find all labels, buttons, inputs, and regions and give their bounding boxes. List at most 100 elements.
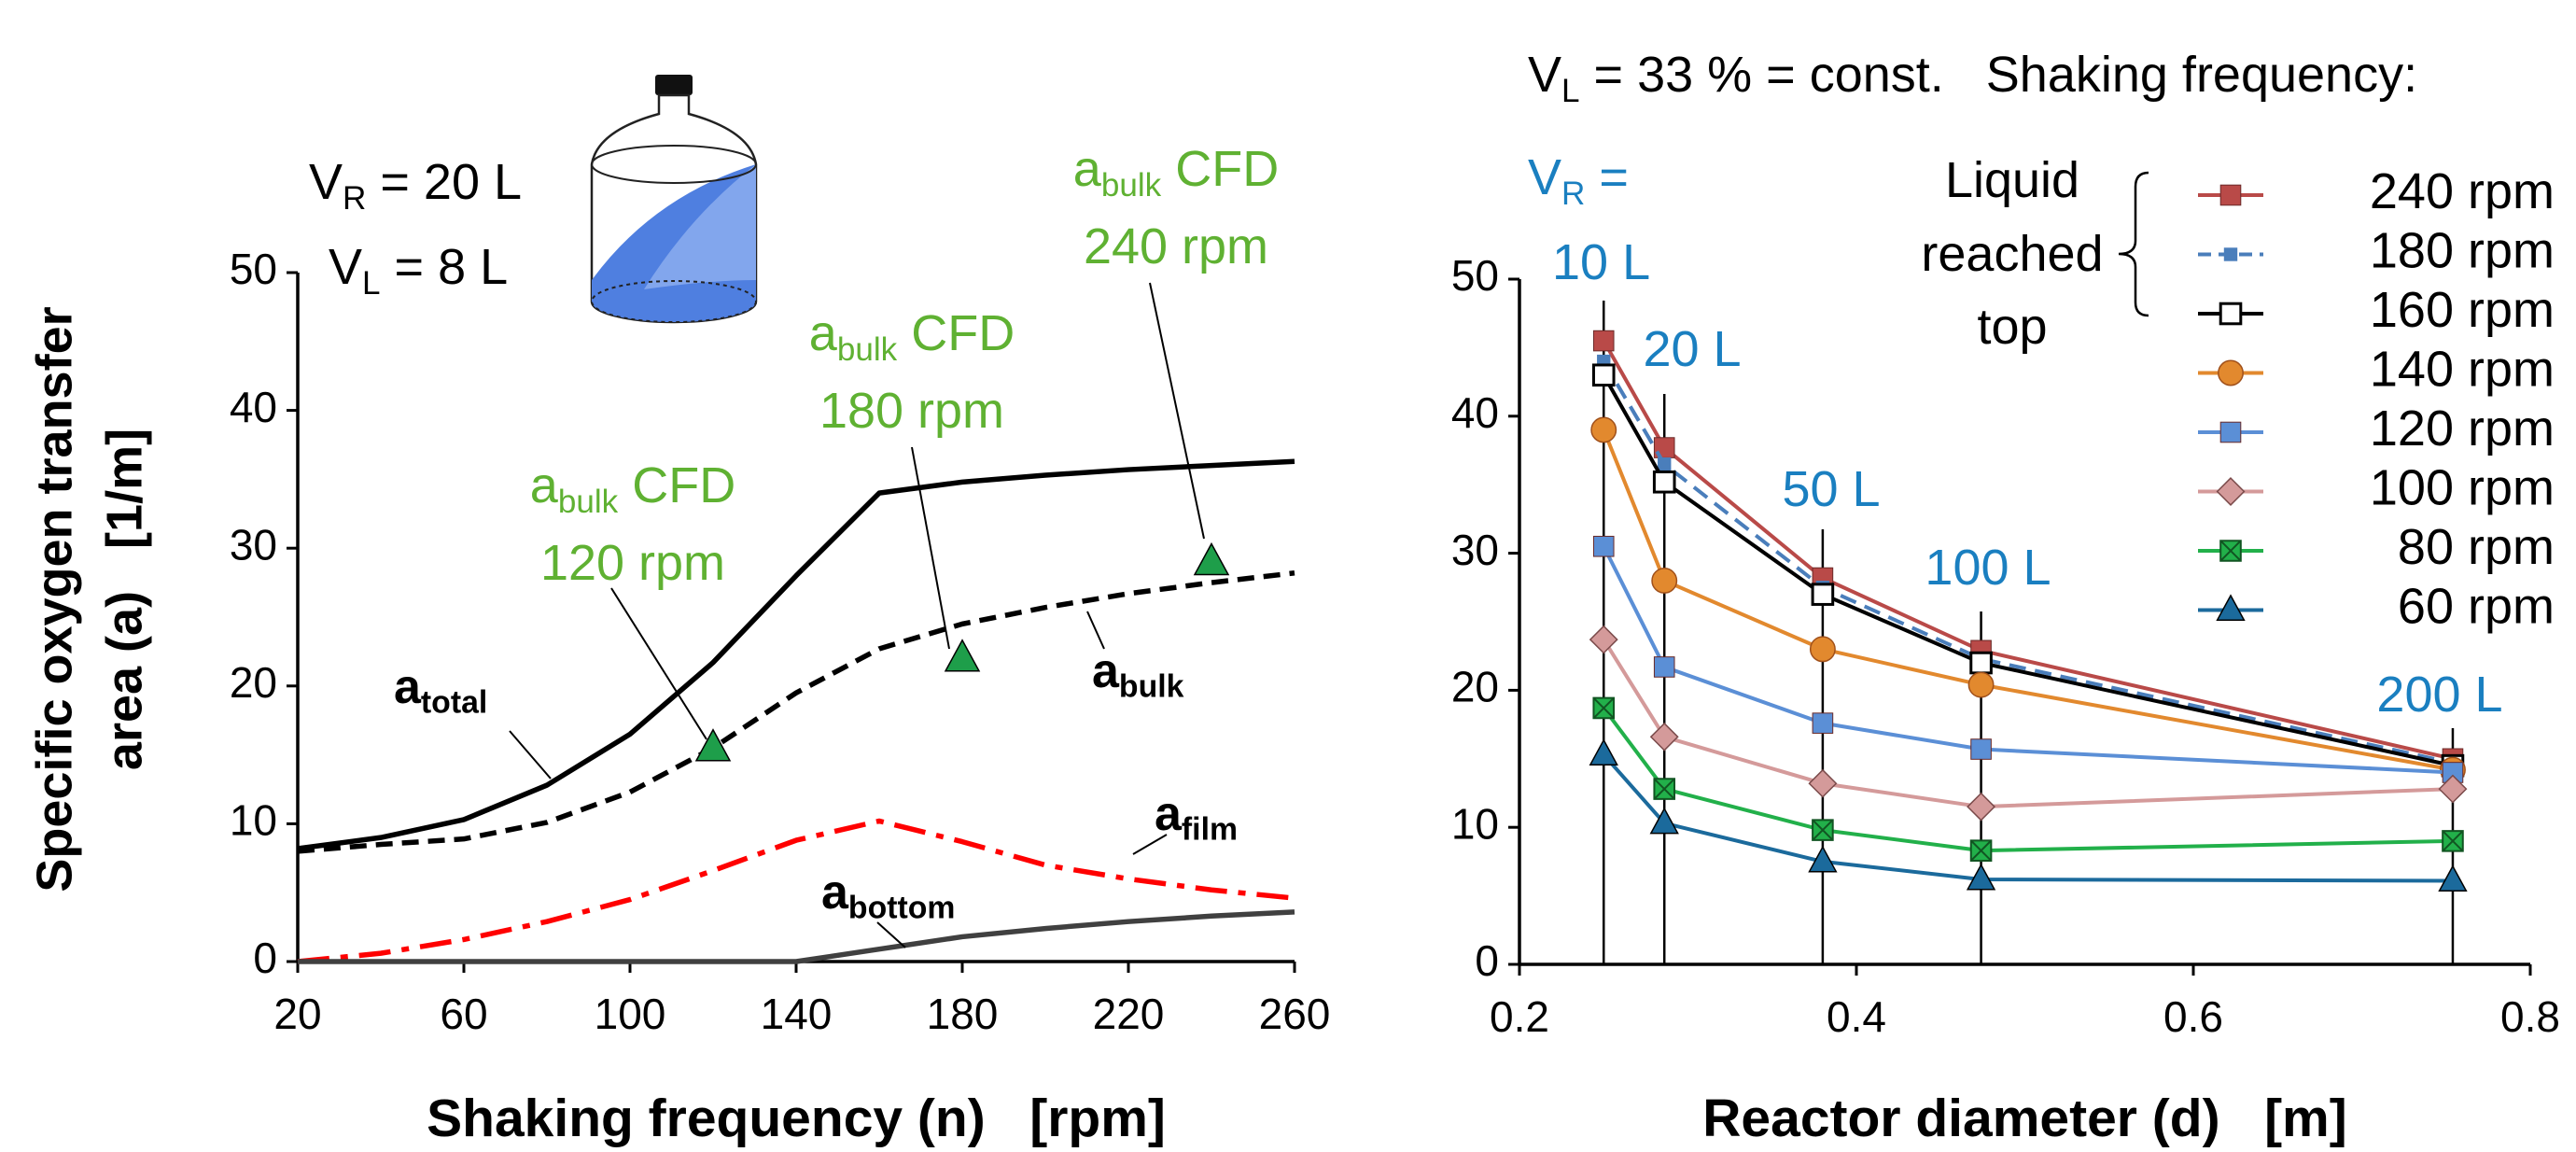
marker: [1652, 470, 1676, 494]
marker: [2438, 864, 2468, 892]
marker: [1653, 778, 1676, 800]
y-tick-label: 30: [1451, 526, 1499, 574]
marker: [1969, 839, 1993, 862]
x-tick-label: 20: [273, 990, 321, 1038]
marker: [1811, 583, 1835, 606]
bottle-base: [591, 280, 757, 323]
legend-marker: [2216, 477, 2246, 506]
text-part: film: [1182, 812, 1238, 848]
text-part: V: [1528, 149, 1561, 205]
text-part: bulk: [837, 331, 898, 368]
text-part: CFD: [618, 457, 735, 513]
marker: [1969, 651, 1993, 675]
x-axis-title: Shaking frequency (n) [rpm]: [427, 1089, 1166, 1148]
y-tick-label: 0: [1475, 936, 1499, 985]
text-part: a: [530, 457, 559, 513]
text-part: 20 L: [1643, 321, 1741, 377]
marker: [1590, 416, 1617, 443]
annotation: 240 rpm: [1084, 218, 1268, 274]
chart-title: VL = 33 % = const. Shaking frequency:: [1528, 47, 2417, 109]
annotation: 120 rpm: [540, 535, 725, 591]
leader-line: [1086, 611, 1105, 650]
text-part: 80 rpm: [2398, 519, 2555, 575]
legend-marker: [2223, 247, 2238, 261]
leader-line: [610, 587, 707, 740]
series-label: atotal: [394, 660, 487, 721]
annotation: 180 rpm: [819, 383, 1004, 439]
text-part: = 20 L: [366, 154, 522, 210]
text-part: 100 rpm: [2370, 460, 2555, 516]
legend-label: 120 rpm: [2370, 400, 2555, 457]
text-part: 50 L: [1782, 461, 1880, 517]
text-part: 180 rpm: [2370, 223, 2555, 279]
legend-marker: [2216, 594, 2246, 622]
marker: [1808, 768, 1838, 798]
marker: [1592, 696, 1616, 720]
y-tick-label: 0: [253, 934, 277, 982]
y-tick-label: 50: [230, 245, 277, 293]
marker: [1591, 363, 1616, 387]
legend-marker: [2219, 302, 2243, 326]
text-part: 10 L: [1552, 234, 1650, 290]
x-axis-title: Reactor diameter (d) [m]: [1702, 1089, 2346, 1148]
legend-label: 240 rpm: [2370, 163, 2555, 219]
bottle-icon: [590, 75, 758, 324]
text-part: 240 rpm: [1084, 218, 1268, 274]
y-tick-label: 10: [1451, 799, 1499, 848]
x-tick-label: 220: [1093, 990, 1165, 1038]
text-part: 140 rpm: [2370, 342, 2555, 398]
series-line: [297, 570, 1295, 854]
annotation: 10 L: [1552, 234, 1650, 290]
y-tick-label: 50: [1451, 251, 1499, 300]
x-tick-label: 100: [595, 990, 666, 1038]
marker: [2438, 774, 2468, 804]
x-tick-label: 0.8: [2500, 992, 2560, 1041]
y-axis-title: area (a) [1/m]: [96, 428, 152, 770]
marker: [1812, 819, 1834, 841]
text-part: a: [1155, 787, 1183, 841]
legend-label: 100 rpm: [2370, 460, 2555, 516]
text-part: bulk: [558, 484, 619, 520]
marker: [1966, 863, 1996, 891]
text-part: a: [809, 305, 838, 361]
legend-marker: [2219, 540, 2242, 562]
leader-line: [911, 446, 950, 650]
text-part: 200 L: [2376, 667, 2502, 723]
series-label: abulk: [1092, 644, 1184, 705]
annotation: 20 L: [1643, 321, 1741, 377]
legend-label: 60 rpm: [2398, 579, 2555, 635]
annotation: 50 L: [1782, 461, 1880, 517]
marker: [1592, 330, 1615, 352]
bottle-liquid-front: [644, 164, 756, 289]
y-tick-label: 40: [230, 383, 277, 431]
marker: [1651, 568, 1678, 594]
series-line: [297, 458, 1295, 851]
marker: [944, 639, 981, 672]
text-part: a: [394, 660, 422, 714]
text-part: 240 rpm: [2370, 163, 2555, 219]
series-label: afilm: [1155, 787, 1238, 848]
marker: [1592, 535, 1615, 557]
text-part: R: [1561, 176, 1585, 212]
text-part: bulk: [1101, 167, 1162, 204]
legend-label: 140 rpm: [2370, 342, 2555, 398]
text-part: a: [1073, 141, 1102, 197]
x-tick-label: 260: [1259, 990, 1331, 1038]
x-tick-label: 60: [440, 990, 487, 1038]
text-part: L: [362, 265, 381, 302]
legend-brace: [2118, 171, 2149, 317]
text-part: V: [309, 154, 343, 210]
x-tick-label: 0.6: [2163, 992, 2223, 1041]
annotation: VL = 8 L: [329, 239, 508, 302]
text-part: V: [329, 239, 362, 295]
y-tick-label: 20: [230, 658, 277, 707]
text-part: 160 rpm: [2370, 282, 2555, 338]
text-part: L: [1561, 73, 1580, 109]
text-part: = 8 L: [381, 239, 509, 295]
text-part: 100 L: [1925, 540, 2051, 596]
marker: [1809, 636, 1836, 663]
marker: [1193, 541, 1230, 576]
text-part: reached: [1921, 226, 2103, 282]
leader-line: [509, 730, 552, 780]
